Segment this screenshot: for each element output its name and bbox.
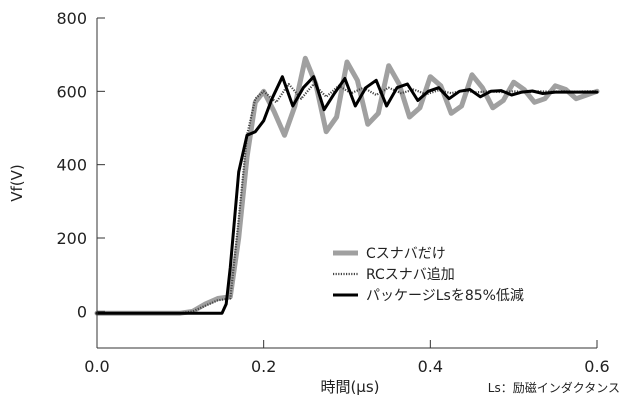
y-tick-label: 200 [56, 229, 87, 248]
legend-label-1: Cスナバだけ [366, 246, 446, 262]
plot-lines [94, 55, 600, 316]
series-line-2 [97, 82, 597, 315]
y-tick-label: 600 [56, 82, 87, 101]
legend-label-3: パッケージLsを85%低減 [366, 287, 524, 304]
axes [96, 18, 597, 349]
y-tick-label: 400 [56, 156, 87, 175]
legend-label-2: RCスナバ追加 [366, 267, 455, 283]
y-axis-label: Vf(V) [8, 164, 26, 202]
x-tick-label: 0.4 [418, 357, 443, 376]
x-tick-label: 0.6 [584, 357, 609, 376]
y-tick-label: 0 [77, 302, 87, 321]
x-tick-label: 0.2 [251, 357, 276, 376]
y-tick-label: 800 [56, 9, 87, 28]
x-tick-label: 0.0 [84, 357, 109, 376]
inductance-note: Ls：励磁インダクタンス [488, 380, 620, 395]
ticks: 0 200 400 600 800 0.0 0.2 0.4 0.6 [56, 9, 609, 376]
x-axis-label: 時間(μs) [320, 378, 379, 396]
series-line-3 [95, 75, 599, 315]
